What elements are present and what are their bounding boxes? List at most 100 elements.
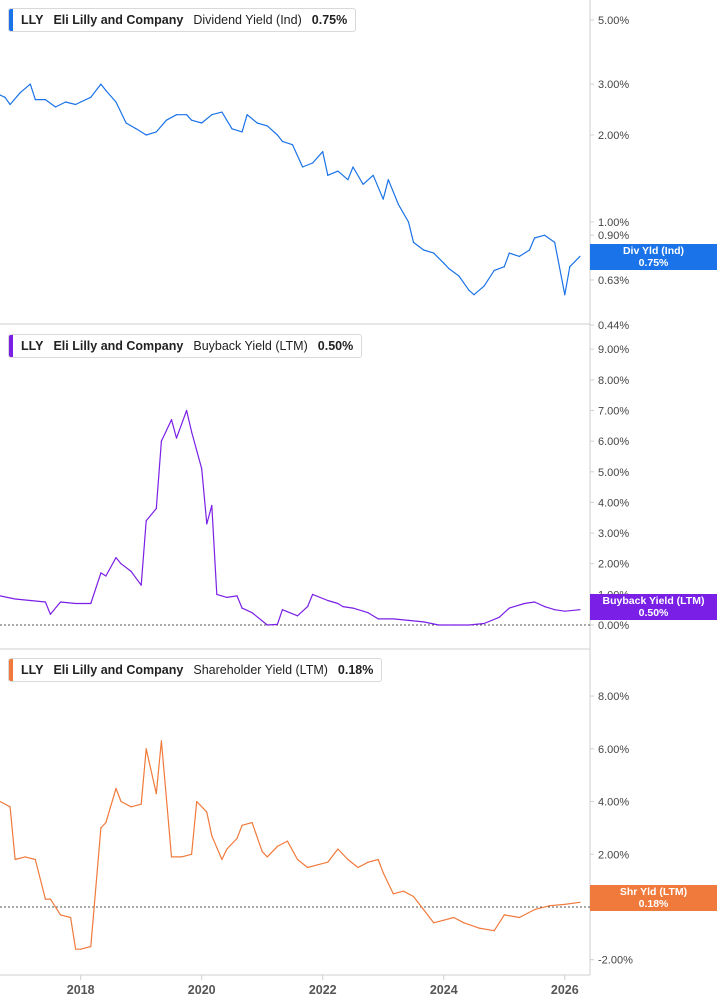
data-point [24,856,26,858]
data-point [291,144,294,146]
legend-shareholder-yield: LLY Eli Lilly and Company Shareholder Yi… [8,658,383,682]
data-point [397,203,399,206]
data-point [100,572,102,574]
flag-value: 0.75% [638,257,669,269]
data-point [266,125,268,127]
legend-dividend-yield: LLY Eli Lilly and Company Dividend Yield… [8,8,357,32]
data-point [49,898,52,900]
data-point [377,618,379,620]
data-point [523,602,526,605]
data-point [422,621,425,623]
data-point [130,806,132,808]
data-point [337,602,339,605]
series-line [0,740,580,950]
y-tick-label: -2.00% [598,955,633,967]
data-point [236,837,238,840]
series-line [0,83,581,296]
data-point [14,598,16,600]
flag-value: 0.50% [638,607,669,619]
y-tick-label: 4.00% [598,497,629,509]
data-point [438,624,440,626]
data-point [226,596,228,599]
data-point [80,101,82,103]
data-point [221,858,223,861]
data-point [251,612,253,614]
data-point [75,948,77,950]
company-label: Eli Lilly and Company [53,339,184,353]
data-point [155,507,157,510]
data-point [9,806,11,808]
y-tick-label: 2.00% [598,130,629,142]
y-tick-label: 9.00% [598,344,629,356]
data-point [433,252,435,254]
data-point [256,122,258,124]
data-point [473,294,475,296]
data-point [155,131,157,133]
company-label: Eli Lilly and Company [53,663,184,677]
data-point [362,183,364,185]
data-point [367,612,369,614]
data-point [468,624,470,626]
data-point [508,607,510,609]
y-tick-label: 8.00% [598,375,629,387]
data-point [347,858,349,861]
data-point [0,800,1,803]
data-point [478,927,480,929]
data-point [327,599,329,602]
data-point [100,827,102,829]
data-point [206,523,208,525]
y-tick-label: 0.00% [598,620,629,632]
data-point [307,866,309,869]
data-point [241,824,243,826]
current-value-flag-buyback: Buyback Yield (LTM) 0.50% [590,594,717,620]
data-point [458,275,460,277]
data-point [266,624,268,626]
data-point [503,266,505,268]
data-point [196,800,198,803]
data-point [145,748,147,750]
data-point [296,858,299,861]
data-point [307,606,309,608]
y-tick-label: 3.00% [598,79,629,91]
data-point [69,916,72,919]
data-point [387,179,389,181]
data-point [337,848,339,850]
data-point [221,111,223,113]
data-point [276,623,278,625]
metric-label: Buyback Yield (LTM) [193,339,308,353]
data-point [64,101,67,103]
data-point [100,83,102,85]
x-tick-label: 2022 [309,983,337,997]
data-point [382,198,384,200]
data-point [528,249,531,251]
current-value: 0.18% [337,663,374,677]
data-point [463,922,465,924]
data-point [75,602,77,605]
data-point [140,584,142,586]
x-tick-label: 2018 [67,983,95,997]
data-point [266,856,268,858]
data-point [372,174,374,176]
data-point [105,575,107,577]
data-point [498,616,500,618]
data-point [407,619,410,622]
data-point [281,609,283,611]
data-point [554,609,556,611]
data-point [518,255,521,258]
data-point [160,740,162,742]
data-point [105,822,107,824]
data-point [145,520,147,522]
data-point [367,861,369,863]
data-point [392,893,394,895]
data-point [569,266,571,268]
data-point [402,890,405,892]
data-point [201,468,203,470]
current-value-flag-dividend: Div Yld (Ind) 0.75% [590,244,717,270]
data-point [231,128,233,130]
data-point [579,609,581,611]
flag-label: Div Yld (Ind) [622,245,685,257]
y-tick-label: 2.00% [598,849,629,861]
data-point [503,914,505,916]
data-point [140,803,142,805]
data-point [29,83,31,85]
